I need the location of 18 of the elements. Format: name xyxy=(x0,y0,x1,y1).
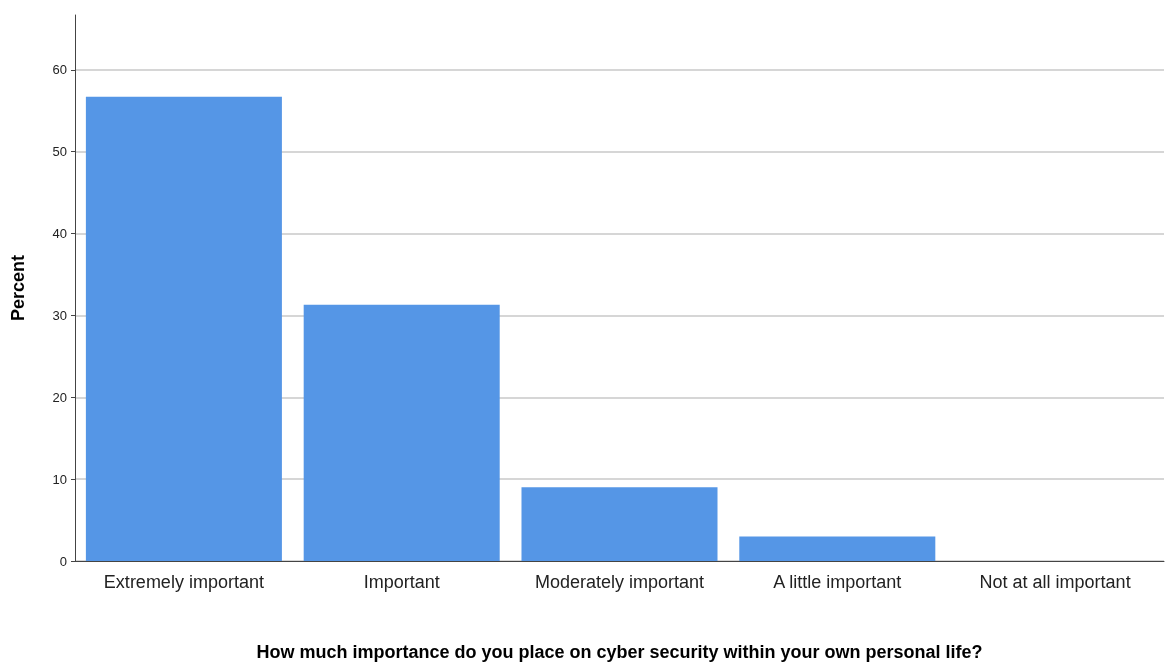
bar xyxy=(303,304,500,561)
y-tick-label: 40 xyxy=(52,226,67,242)
y-tick-label: 10 xyxy=(52,471,67,487)
bar xyxy=(521,487,718,561)
x-tick-label: A little important xyxy=(773,572,902,592)
y-tick-label: 20 xyxy=(52,389,67,405)
x-tick-label: Moderately important xyxy=(534,572,705,592)
y-tick-label: 60 xyxy=(52,62,67,78)
bar xyxy=(85,96,282,561)
y-axis-title: Percent xyxy=(8,254,28,322)
bar xyxy=(739,536,936,561)
x-axis-title: How much importance do you place on cyber security within your own personal life? xyxy=(256,642,983,662)
x-tick-label: Extremely important xyxy=(103,572,264,592)
y-tick-label: 30 xyxy=(52,307,67,323)
y-tick-label: 0 xyxy=(59,553,67,569)
x-tick-label: Important xyxy=(363,572,440,592)
y-tick-label: 50 xyxy=(52,144,67,160)
x-tick-label: Not at all important xyxy=(979,572,1131,592)
